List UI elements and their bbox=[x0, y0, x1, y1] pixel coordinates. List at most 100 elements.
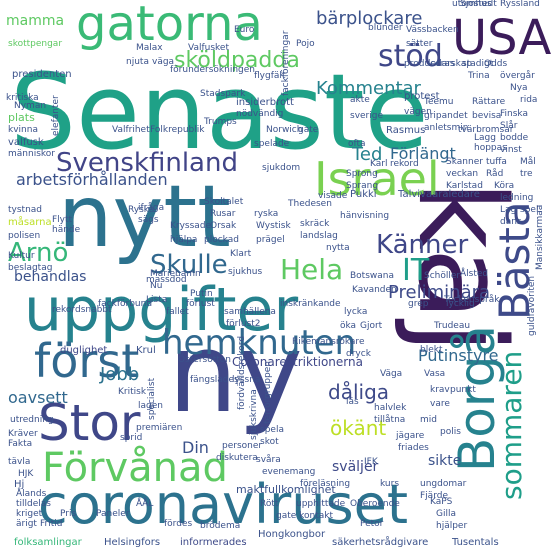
word-lista: Lista bbox=[146, 295, 168, 305]
word-forelasning: föreläsning bbox=[300, 479, 351, 489]
word-rusar: Rusar bbox=[210, 209, 236, 219]
word-tre: tre bbox=[520, 169, 533, 179]
word-pojo: Pojo bbox=[296, 39, 315, 49]
word-trumps: Trumps bbox=[204, 117, 237, 127]
word-akte: akte bbox=[350, 95, 370, 105]
word-forundersokningen: förundersökningen bbox=[170, 65, 256, 75]
word-skoltalet: Skoltalet bbox=[204, 197, 244, 207]
word-ledarskap: ledarskap bbox=[428, 59, 472, 69]
word-fordvarldsrekord: fördvärldsrekord bbox=[237, 335, 247, 410]
word-rott: Rött bbox=[260, 499, 279, 509]
word-protest: protest bbox=[404, 91, 440, 102]
word-flytt: Flytt bbox=[52, 215, 73, 225]
word-bodde: bodde bbox=[500, 133, 529, 143]
word-punkt: punkt bbox=[450, 385, 476, 395]
word-utomhus: utomhus bbox=[452, 0, 492, 9]
word-presidenten: presidenten bbox=[12, 69, 72, 80]
word-samhallena: samhällena bbox=[224, 307, 276, 317]
word-vare: vare bbox=[430, 399, 450, 409]
word-mid: mid bbox=[420, 415, 437, 425]
word-hjalpa: hjälpa bbox=[170, 235, 198, 245]
word-coronarestriktionerna: Coronarestriktionerna bbox=[232, 355, 363, 369]
word-teckensprak: Teckenspråk bbox=[444, 295, 500, 305]
word-visade: visade bbox=[318, 191, 348, 201]
word-valfrihet: Valfrihet bbox=[112, 125, 150, 135]
word-spel: spel bbox=[520, 205, 539, 215]
word-lycklig: lycklig bbox=[446, 299, 475, 309]
word-kritiska: kritiska bbox=[6, 93, 39, 103]
word-jobb: Jobb bbox=[100, 364, 140, 385]
word-lag: Lag bbox=[500, 205, 517, 215]
word-plats: plats bbox=[8, 111, 35, 124]
word-kanner: Känner bbox=[376, 230, 469, 260]
word-manniskor: människor bbox=[8, 149, 55, 159]
word-forvanad: Förvånad bbox=[42, 445, 228, 491]
word-ryssland: Ryssland bbox=[500, 0, 540, 9]
word-putin: Putin bbox=[190, 289, 213, 299]
word-krav: krav bbox=[430, 385, 450, 395]
word-petor: Petor bbox=[360, 519, 384, 529]
word-pris: Pris bbox=[60, 509, 77, 519]
word-forlangt: Förlängt bbox=[390, 144, 456, 163]
word-dryck: dryck bbox=[346, 349, 371, 359]
word-ny: ny bbox=[168, 309, 303, 437]
word-landslag: landslag bbox=[300, 231, 338, 241]
word-skulle: Skulle bbox=[150, 250, 228, 280]
word-rasmus: Rasmus bbox=[386, 125, 426, 136]
word-nodvandig: nödvändig bbox=[236, 109, 284, 119]
word-fallet: fallet bbox=[166, 307, 189, 317]
word-senaste: Senaste bbox=[10, 51, 429, 173]
word-tusentals: Tusentals bbox=[452, 537, 499, 548]
word-israel: Israel bbox=[314, 152, 440, 206]
word-plockad: plockad bbox=[204, 235, 239, 245]
word-usa: USA bbox=[452, 10, 552, 66]
word-sprang: Sprang bbox=[346, 181, 379, 191]
word-sjukskrivna: sjukskrivna bbox=[249, 389, 259, 440]
word-rattare: Rättare bbox=[472, 97, 506, 107]
word-spela: spela bbox=[260, 425, 284, 435]
word-alands: Ålands bbox=[16, 489, 47, 499]
word-kryssade: Kryssade bbox=[170, 221, 212, 231]
word-malax: Malax bbox=[136, 43, 163, 53]
word-sverige: sverige bbox=[350, 111, 384, 121]
word-arbetsforhallanden: arbetsförhållanden bbox=[16, 170, 168, 189]
word-svenskfinland: Svenskfinland bbox=[56, 148, 238, 178]
word-helsingfors: Helsingfors bbox=[104, 537, 161, 548]
word-produceras: produceras bbox=[404, 59, 455, 69]
word-daliga: dåliga bbox=[328, 380, 390, 404]
word-kommentar: Kommentar bbox=[316, 78, 421, 99]
word-svaljer: sväljer bbox=[332, 459, 379, 475]
word-fakta: Fakta bbox=[8, 439, 33, 449]
word-oberoende: Oberoende bbox=[350, 499, 400, 509]
word-tilldelas: tilldelas bbox=[16, 499, 51, 509]
word-terrorgruppen: terrorgruppen bbox=[263, 361, 273, 424]
word-friades: friades bbox=[398, 443, 429, 453]
word-gripandet: gripandet bbox=[424, 111, 468, 121]
word-ledning: ledning bbox=[500, 193, 534, 203]
word-rikemansrokare: Rikemansrökare bbox=[292, 337, 365, 347]
word-din: Din bbox=[182, 438, 209, 457]
word-veckan: veckan bbox=[446, 169, 479, 179]
word-okant: ökänt bbox=[330, 416, 387, 440]
word-rad: Råd bbox=[486, 169, 504, 179]
word-vasa: Vasa bbox=[424, 369, 446, 379]
word-slar: Slår bbox=[500, 121, 518, 131]
word-fackforeningar: fackföreningar bbox=[281, 30, 291, 96]
word-tystnad: tystnad bbox=[8, 205, 43, 215]
word-sjostedt: Sjöstedt bbox=[460, 0, 497, 9]
word-nytta: nytta bbox=[326, 243, 350, 253]
word-karl: Karl bbox=[370, 159, 388, 169]
word-vaga: Väga bbox=[380, 369, 403, 379]
word-tillatna: tillåtna bbox=[374, 415, 406, 425]
word-hemknuten: hemknuten bbox=[162, 323, 357, 363]
word-jagare: jägare bbox=[396, 431, 425, 441]
word-klart: Klart bbox=[230, 249, 252, 259]
word-ifk: IFK bbox=[364, 457, 378, 467]
word-kvinna: kvinna bbox=[8, 125, 38, 135]
word-sommaren: sommaren bbox=[495, 350, 528, 500]
word-duglighet: duglighet bbox=[60, 345, 108, 356]
word-nu: Nu bbox=[150, 281, 163, 291]
word-grep: grep bbox=[408, 299, 429, 309]
word-arno: Arnö bbox=[8, 238, 69, 268]
